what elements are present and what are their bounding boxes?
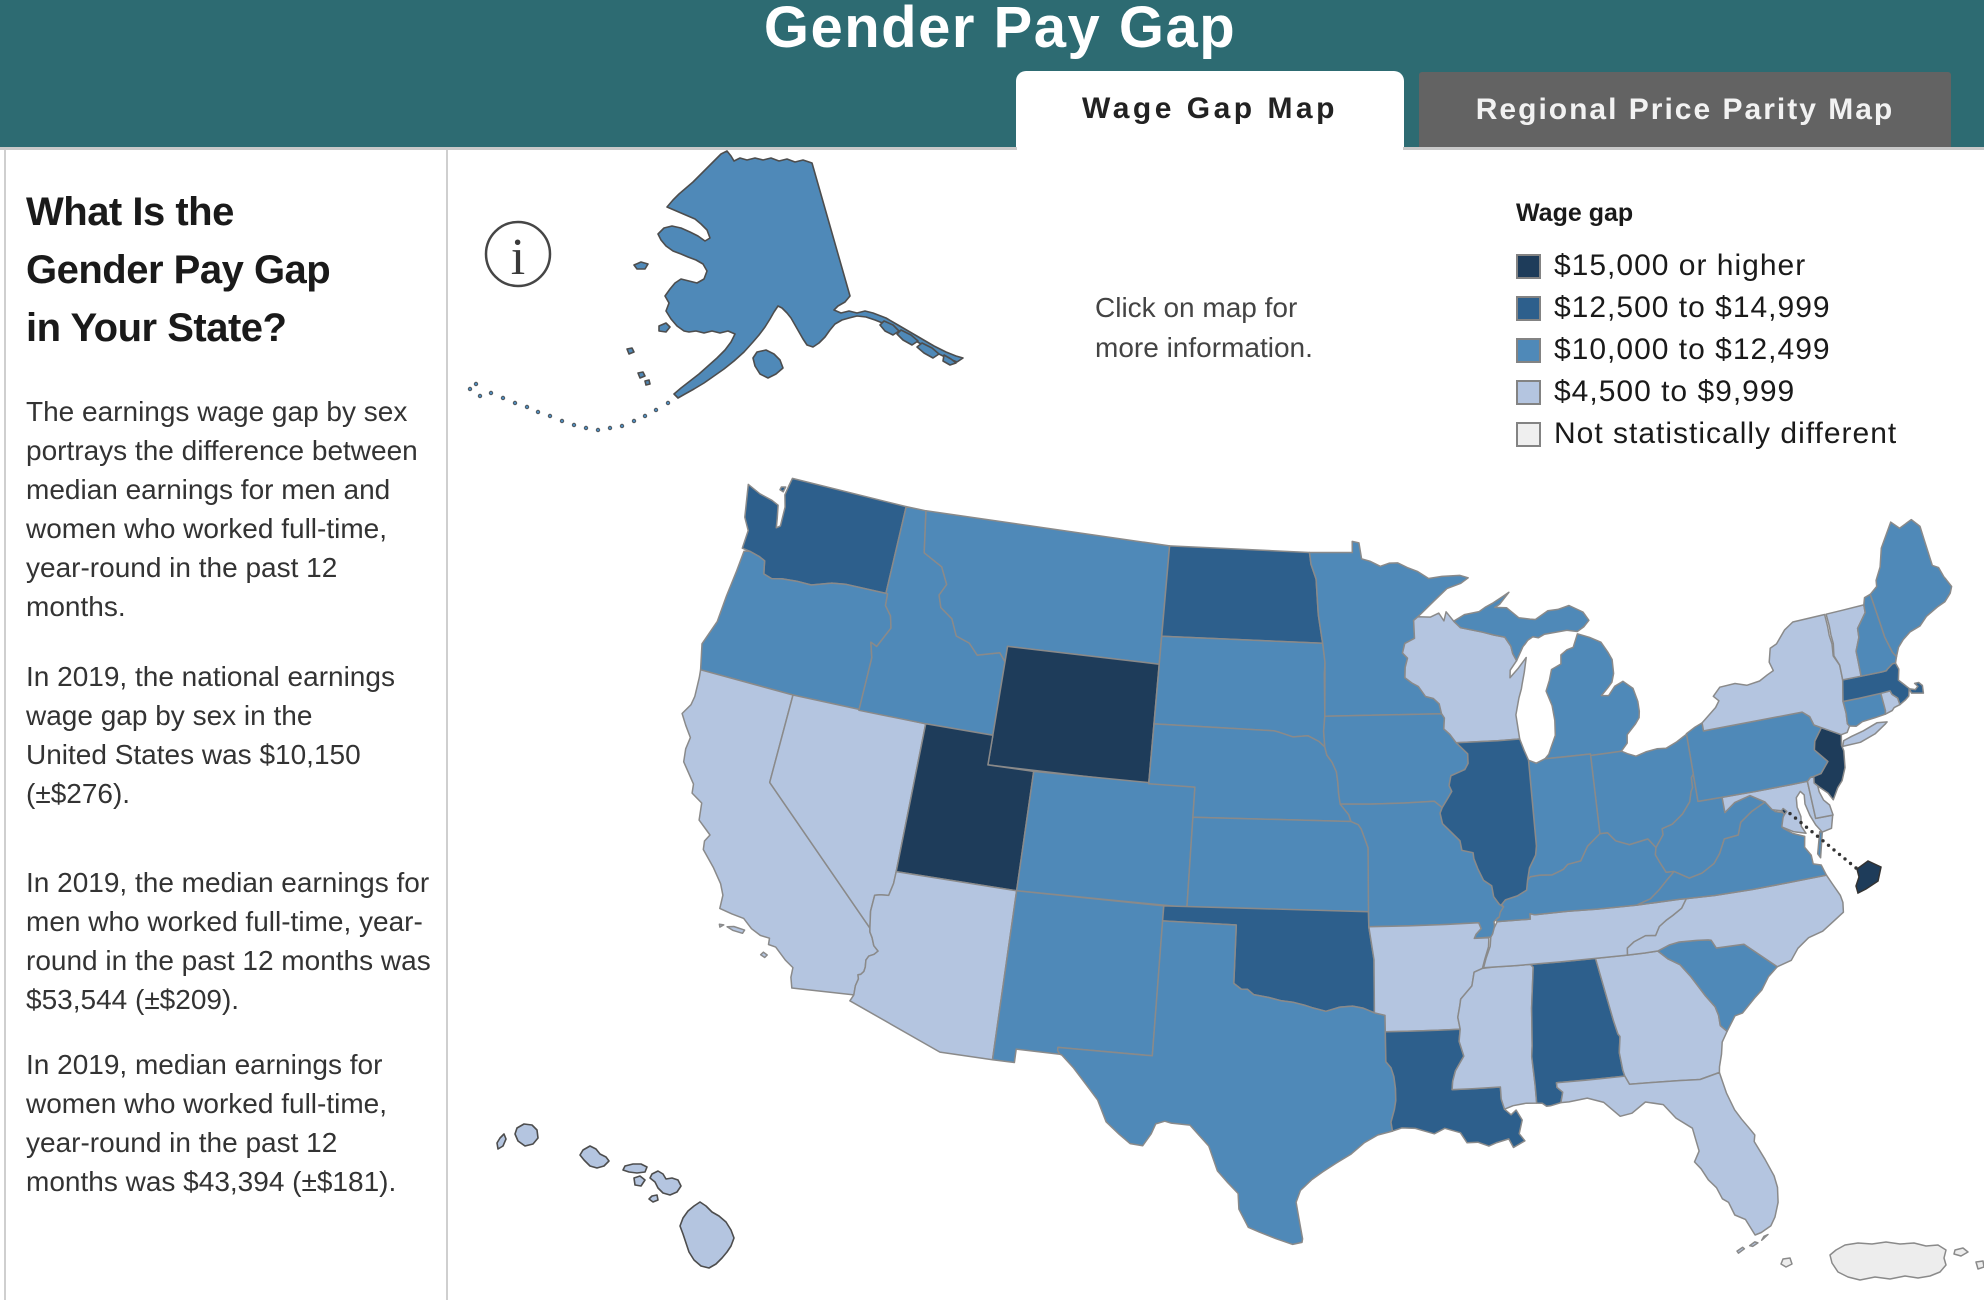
- svg-text:i: i: [511, 229, 525, 286]
